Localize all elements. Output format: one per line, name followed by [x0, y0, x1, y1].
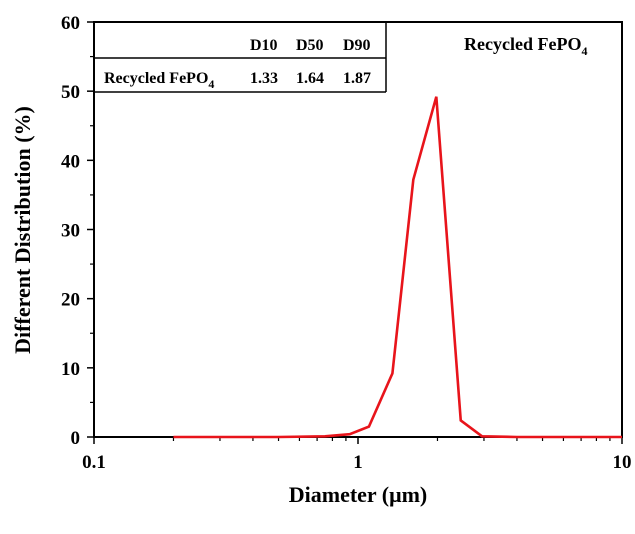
x-tick-label: 0.1 — [82, 452, 106, 473]
y-tick-label: 10 — [61, 359, 80, 380]
y-tick-label: 50 — [61, 82, 80, 103]
x-axis-title: Diameter (μm) — [289, 482, 428, 507]
y-tick-label: 60 — [61, 13, 80, 34]
y-tick-label: 20 — [61, 290, 80, 311]
x-tick-label: 10 — [613, 452, 632, 473]
y-axis-title: Different Distribution (%) — [10, 106, 35, 354]
series-layer — [173, 96, 622, 439]
axis-tick-labels: 0 10 20 30 40 50 60 0.1 1 10 — [61, 13, 632, 473]
legend-label: Recycled FePO4 — [464, 34, 587, 58]
table-row-label-main: Recycled FePO — [104, 70, 208, 87]
inset-table: D10 D50 D90 Recycled FePO4 1.33 1.64 1.8… — [94, 22, 387, 93]
table-value-d10: 1.33 — [250, 70, 278, 87]
y-tick-label: 30 — [61, 221, 80, 242]
legend-label-sub: 4 — [581, 44, 587, 58]
table-row-label: Recycled FePO4 — [104, 70, 214, 91]
legend-label-main: Recycled FePO — [464, 34, 581, 54]
y-tick-label: 40 — [61, 151, 80, 172]
y-tick-label: 0 — [71, 428, 81, 449]
table-value-d50: 1.64 — [296, 70, 324, 87]
table-header-d50: D50 — [296, 37, 324, 54]
table-header-d10: D10 — [250, 37, 278, 54]
table-row-label-sub: 4 — [208, 77, 214, 91]
series-line — [173, 96, 622, 439]
table-header-d90: D90 — [343, 37, 371, 54]
table-value-d90: 1.87 — [343, 70, 371, 87]
x-tick-label: 1 — [353, 452, 363, 473]
